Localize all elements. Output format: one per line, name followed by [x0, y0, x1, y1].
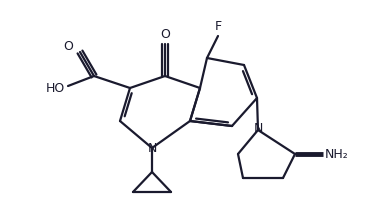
Text: O: O — [160, 27, 170, 41]
Text: N: N — [147, 142, 157, 154]
Text: O: O — [63, 40, 73, 53]
Text: HO: HO — [46, 82, 64, 95]
Text: NH₂: NH₂ — [325, 147, 349, 160]
Text: F: F — [215, 20, 222, 33]
Text: N: N — [253, 122, 263, 135]
